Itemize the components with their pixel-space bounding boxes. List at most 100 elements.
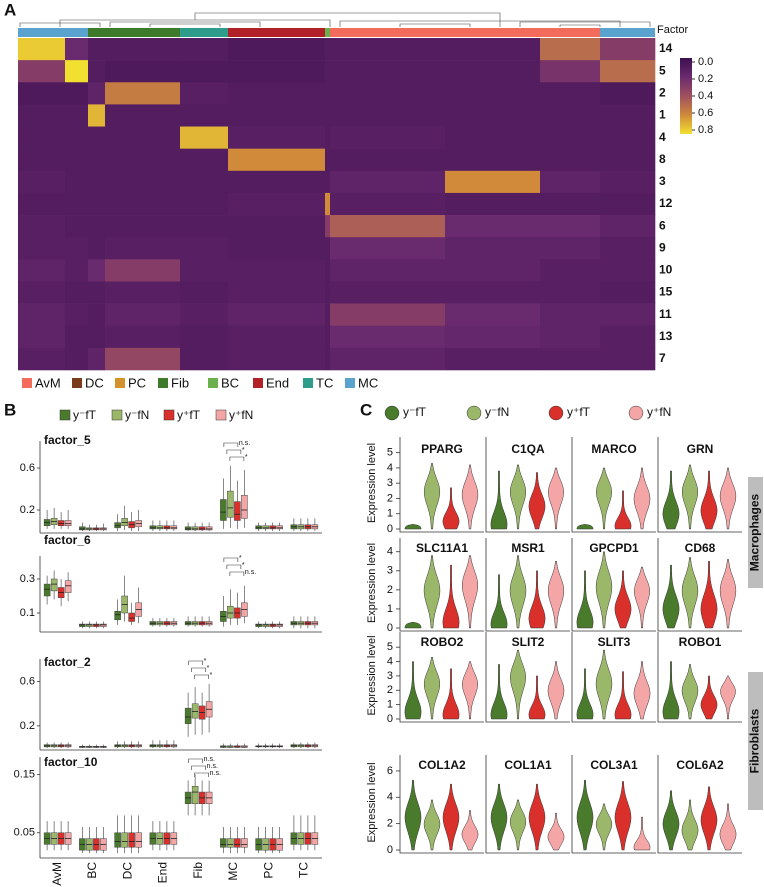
y-tick-label: 0.15	[14, 769, 35, 781]
heatmap-cell	[18, 148, 66, 172]
violin	[576, 570, 594, 629]
panel-frame	[485, 632, 570, 723]
row-label: 3	[659, 174, 666, 188]
heatmap-cell	[445, 347, 541, 371]
heatmap-cell	[600, 148, 656, 172]
heatmap-cell	[65, 104, 89, 127]
heatmap-cell	[65, 215, 89, 238]
heatmap-cell	[105, 303, 181, 327]
box	[184, 707, 192, 724]
box	[114, 611, 121, 621]
box	[50, 578, 58, 592]
box	[191, 526, 199, 531]
violin	[442, 487, 460, 530]
heatmap-cell	[540, 215, 601, 238]
heatmap-cell	[18, 126, 66, 149]
heatmap-cell	[540, 126, 601, 149]
heatmap-cell	[105, 60, 181, 83]
heatmap-cell	[105, 325, 181, 349]
heatmap-cell	[18, 237, 66, 260]
legend-marker	[384, 405, 400, 421]
subplot-title: factor_5	[44, 433, 91, 447]
significance-label: *	[242, 562, 245, 569]
heatmap-cell	[540, 303, 601, 327]
box	[255, 623, 262, 627]
heatmap-cell	[325, 104, 331, 127]
cell-type-bar	[65, 28, 88, 37]
y-tick-label: 3	[387, 565, 393, 577]
legend-swatch	[303, 378, 313, 388]
heatmap-cell	[540, 325, 601, 349]
y-tick-label: 1	[387, 508, 393, 520]
violin	[681, 464, 699, 530]
violin	[442, 564, 460, 629]
heatmap-cell	[180, 60, 229, 83]
box	[276, 623, 283, 627]
panel-frame	[571, 538, 656, 632]
heatmap-cell	[228, 104, 326, 127]
heatmap-cell	[88, 281, 106, 304]
gene-name: ROBO1	[679, 635, 722, 649]
y-axis-label: Expression level	[366, 762, 378, 842]
heatmap-cell	[105, 237, 181, 260]
violin	[614, 671, 632, 720]
violin	[509, 799, 527, 851]
violin	[423, 799, 441, 851]
cell-type-bar	[445, 28, 540, 37]
box	[198, 526, 206, 531]
legend-swatch	[253, 378, 263, 388]
heatmap-cell	[330, 60, 446, 83]
violin	[490, 470, 508, 530]
box	[269, 623, 276, 627]
row-label: 4	[659, 130, 666, 144]
box	[191, 786, 199, 804]
heatmap-cell	[18, 192, 66, 216]
heatmap-cell	[325, 237, 331, 260]
y-tick-label: 4	[387, 462, 393, 474]
heatmap-cell	[105, 82, 181, 105]
violin	[423, 555, 441, 629]
heatmap-cell	[540, 104, 601, 127]
violin	[547, 812, 565, 851]
heatmap-cell	[228, 38, 326, 61]
box	[276, 525, 283, 530]
row-label: 7	[659, 351, 666, 365]
significance-bracket	[223, 442, 239, 447]
box	[227, 490, 234, 518]
box	[227, 838, 234, 848]
box	[114, 832, 121, 848]
colorbar-tick-label: 0.0	[698, 56, 713, 68]
box	[269, 525, 276, 530]
heatmap-cell	[88, 259, 106, 282]
heatmap-cell	[180, 38, 229, 61]
violin	[528, 570, 546, 629]
heatmap-cell	[325, 303, 331, 327]
box	[170, 525, 178, 530]
significance-label: *	[245, 454, 248, 461]
heatmap-cell	[325, 325, 331, 349]
heatmap-cell	[325, 38, 331, 61]
heatmap-cell	[180, 325, 229, 349]
legend-label: y⁺fT	[567, 405, 591, 419]
heatmap-cell	[228, 259, 326, 282]
row-label: 12	[659, 196, 673, 210]
panel-frame	[485, 538, 570, 632]
x-tick-label: BC	[85, 862, 99, 879]
y-axis-label: Expression level	[366, 543, 378, 623]
box	[64, 580, 72, 593]
x-tick-label: PC	[261, 862, 275, 879]
heatmap-cell	[600, 215, 656, 238]
heatmap-cell	[228, 148, 326, 172]
violin	[700, 470, 718, 530]
panel-frame	[399, 437, 484, 533]
heatmap-cell	[325, 126, 331, 149]
y-tick-label: 3	[387, 477, 393, 489]
violin	[509, 464, 527, 530]
gene-name: COL1A2	[418, 758, 466, 772]
heatmap-cell	[540, 192, 601, 216]
heatmap-cell	[18, 104, 66, 127]
violin	[662, 470, 680, 530]
heatmap-cell	[445, 215, 541, 238]
box	[241, 495, 248, 519]
box	[191, 703, 199, 719]
